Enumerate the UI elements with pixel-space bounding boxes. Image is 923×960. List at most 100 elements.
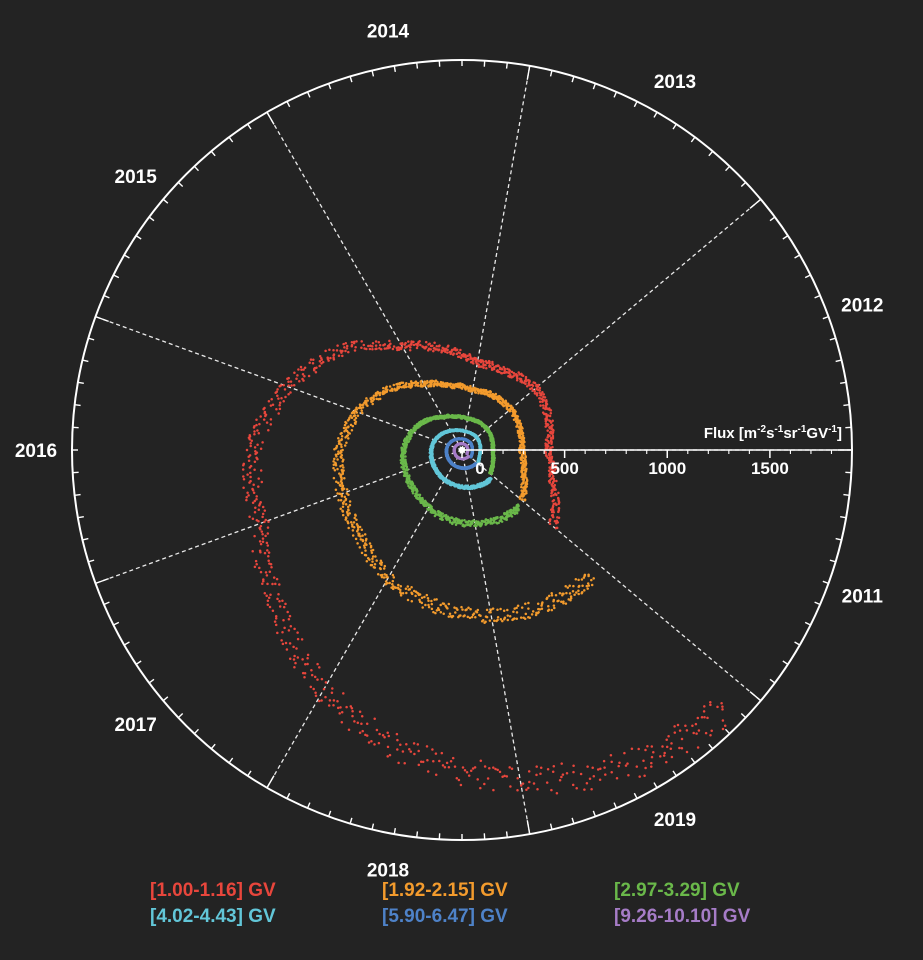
data-point [709,703,712,707]
data-point [472,612,476,615]
data-point [337,354,341,358]
data-point [378,732,381,736]
data-point [544,454,548,457]
data-point [278,605,282,608]
data-point [720,702,723,705]
data-point [332,358,336,361]
data-point [303,366,307,370]
data-point [558,591,562,595]
data-point [386,755,389,758]
data-point [417,763,421,767]
data-point [541,411,545,414]
data-point [488,364,491,367]
data-point [476,778,479,781]
data-point [376,573,380,576]
data-point [541,404,545,407]
data-point [262,418,266,421]
data-point [286,377,289,381]
data-point [283,626,286,630]
data-point [425,382,428,385]
data-point [330,691,334,695]
data-point [520,606,524,609]
data-point [667,734,670,738]
year-spoke-2011 [461,449,762,702]
data-point [287,629,291,632]
data-point [516,429,520,433]
data-point [360,551,364,555]
data-point [368,558,371,561]
data-point [585,584,589,588]
angular-tick [769,678,776,684]
data-point [542,393,546,396]
data-point [313,675,317,679]
data-point [343,476,346,480]
data-point [505,775,509,778]
data-point [471,767,475,770]
data-point [709,701,712,704]
data-point [341,505,345,508]
angular-tick [592,810,597,817]
data-point [328,348,331,351]
data-point [381,392,385,396]
data-point [498,770,502,774]
data-point [523,379,527,383]
data-point [507,375,510,378]
data-point [419,343,422,347]
data-point [516,424,519,428]
data-point [254,559,258,563]
data-point [548,426,551,429]
data-point [463,519,466,522]
data-point [337,499,340,502]
data-point [500,371,503,375]
data-point [339,443,343,446]
data-point [510,515,514,518]
data-point [492,766,495,769]
data-point [435,609,439,612]
data-point [322,687,326,691]
data-point [650,745,654,748]
data-point [303,374,306,378]
data-point [428,380,432,384]
data-point [249,444,252,448]
data-point [427,385,430,388]
data-point [489,608,493,611]
data-point [344,349,347,353]
data-point [426,349,430,352]
data-point [386,575,389,579]
angular-tick [782,235,789,240]
data-point [334,464,338,467]
data-point [549,430,553,433]
data-point [483,782,486,786]
data-point [385,347,388,350]
data-point [355,530,359,533]
data-point [406,598,410,602]
data-point [347,526,350,530]
data-point [413,752,416,756]
data-point [447,602,451,606]
data-point [338,472,341,475]
data-point [361,534,364,537]
data-point [271,403,275,407]
data-point [439,603,442,607]
data-point [568,592,572,595]
data-point [409,343,412,346]
data-point [346,514,350,517]
series-4 [444,437,478,471]
angular-tick [135,660,142,665]
data-point [405,466,409,469]
data-point [564,602,568,605]
data-point [418,493,422,497]
data-point [501,619,504,623]
data-point [310,673,314,677]
data-point [493,619,496,622]
data-point [515,511,519,514]
data-point [694,722,698,726]
data-point [364,549,367,552]
data-point [359,406,363,410]
data-point [692,731,695,735]
data-point [427,605,431,609]
data-point [562,600,565,603]
data-point [408,348,412,352]
data-point [500,520,504,523]
data-point [484,359,488,363]
